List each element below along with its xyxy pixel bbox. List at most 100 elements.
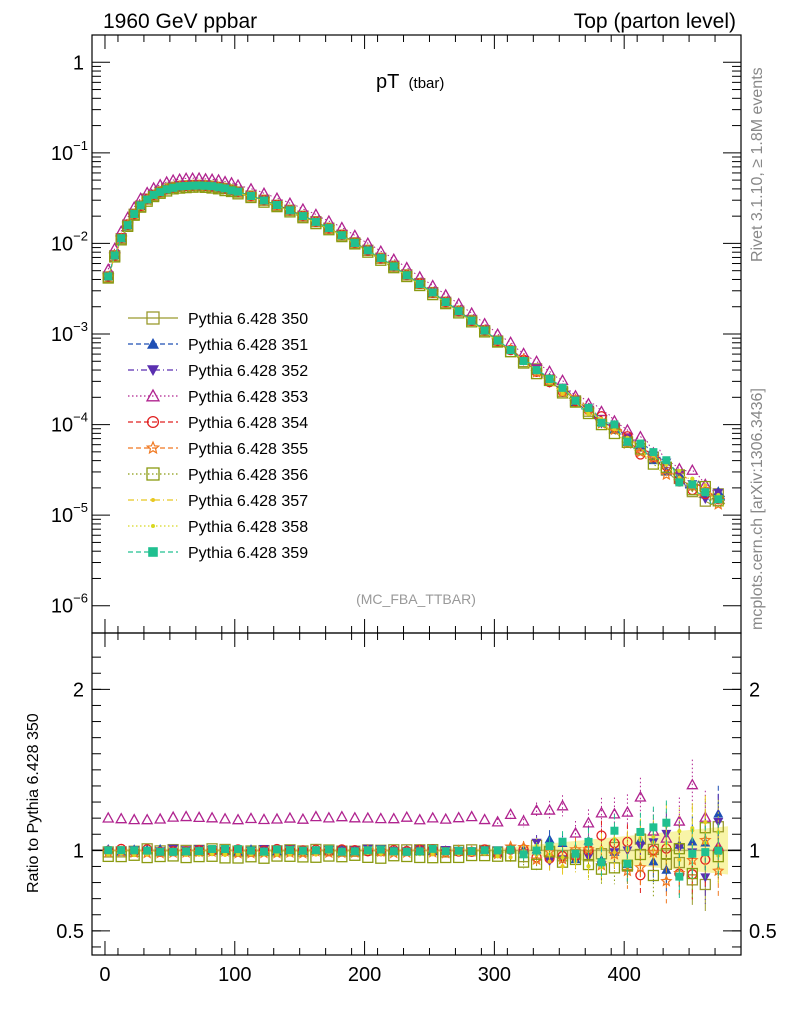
- series-point: [532, 366, 541, 375]
- series-point: [636, 439, 645, 448]
- ratio-point: [556, 799, 569, 811]
- ratio-point: [180, 810, 193, 822]
- ratio-point: [231, 813, 245, 825]
- series-point: [647, 458, 660, 470]
- ratio-point: [259, 847, 268, 856]
- legend-label: Pythia 6.428 350: [188, 311, 308, 328]
- ratio-point: [104, 846, 113, 855]
- ratio-point: [208, 845, 217, 854]
- ratio-tick-label-right: 0.5: [749, 921, 777, 943]
- series-point: [649, 448, 658, 457]
- series-point: [595, 405, 608, 417]
- ratio-point: [675, 872, 684, 881]
- ratio-point: [506, 845, 515, 854]
- ratio-point: [270, 812, 284, 824]
- legend-marker: [146, 467, 160, 481]
- ratio-point: [571, 849, 580, 858]
- ratio-point: [519, 850, 528, 859]
- y-tick-label: 10−3: [51, 319, 88, 346]
- y-tick-base: 10: [51, 415, 73, 437]
- series-point: [259, 196, 268, 205]
- ratio-point: [117, 846, 126, 855]
- ratio-point: [296, 812, 310, 824]
- series-point: [117, 234, 126, 243]
- y-tick-label: 10−5: [51, 500, 88, 527]
- legend-label: Pythia 6.428 358: [188, 519, 308, 536]
- legend-label: Pythia 6.428 351: [188, 337, 308, 354]
- series-point: [571, 396, 580, 405]
- ratio-point: [244, 812, 258, 824]
- series-point: [586, 411, 591, 416]
- ratio-series-9: [104, 800, 723, 901]
- ratio-tick-label: 1: [73, 840, 84, 862]
- ratio-point: [560, 855, 565, 860]
- series-point: [349, 238, 361, 250]
- plot-title-sub: (tbar): [409, 75, 445, 92]
- series-point: [376, 254, 385, 263]
- main-plot-frame: [91, 34, 742, 634]
- ratio-point: [649, 823, 658, 832]
- ratio-point: [686, 778, 699, 790]
- series-point: [441, 298, 450, 307]
- ratio-point: [508, 855, 513, 860]
- series-point: [110, 251, 119, 260]
- ratio-point: [234, 845, 243, 854]
- ratio-point: [218, 812, 232, 824]
- series-point: [480, 326, 489, 335]
- ratio-point: [272, 845, 281, 854]
- series-point: [324, 224, 333, 233]
- series-point: [493, 336, 502, 345]
- ratio-point: [415, 847, 424, 856]
- series-point: [506, 346, 515, 355]
- y-tick-base: 10: [51, 143, 73, 165]
- ratio-point: [504, 808, 517, 820]
- ratio-point: [337, 847, 346, 856]
- ratio-point: [387, 812, 400, 824]
- ratio-point: [690, 826, 695, 831]
- series-point: [701, 488, 710, 497]
- series-point: [272, 200, 281, 209]
- ratio-point: [495, 854, 500, 859]
- side-label-top: Rivet 3.1.10, ≥ 1.8M events: [749, 67, 766, 262]
- ratio-point: [102, 811, 115, 823]
- analysis-label: (MC_FBA_TTBAR): [356, 591, 476, 607]
- ratio-point: [647, 846, 660, 858]
- y-tick-exp: −1: [73, 138, 88, 153]
- ratio-point: [545, 842, 554, 851]
- legend-entry: Pythia 6.428 358: [128, 519, 308, 536]
- series-point: [227, 186, 236, 195]
- x-tick-label: 300: [478, 964, 511, 986]
- ratio-y-axis-label: Ratio to Pythia 6.428 350: [25, 713, 42, 893]
- series-point: [690, 476, 695, 481]
- ratio-point: [348, 811, 361, 823]
- series-9: [104, 181, 725, 506]
- y-tick-label: 10−2: [51, 228, 88, 255]
- series-point: [714, 495, 723, 504]
- y-tick-label: 1: [73, 52, 84, 74]
- series-point: [123, 221, 132, 230]
- ratio-point: [491, 815, 504, 827]
- series-point: [298, 212, 307, 221]
- series-point: [660, 468, 673, 481]
- ratio-point: [128, 813, 141, 825]
- series-point: [389, 262, 398, 271]
- ratio-plot-frame: [91, 632, 742, 956]
- ratio-point: [586, 864, 591, 869]
- legend-entry: Pythia 6.428 350: [128, 311, 308, 328]
- ratio-point: [236, 852, 241, 857]
- ratio-point: [595, 806, 608, 818]
- series-point: [428, 288, 437, 297]
- ratio-point: [467, 847, 476, 856]
- series-point: [104, 272, 113, 281]
- ratio-point: [597, 858, 606, 867]
- legend-marker: [147, 365, 159, 376]
- series-point: [175, 182, 184, 191]
- ratio-point: [623, 859, 632, 868]
- ratio-point: [169, 847, 178, 856]
- legend-marker: [148, 547, 158, 557]
- series-point: [556, 373, 569, 385]
- legend-label: Pythia 6.428 354: [188, 415, 308, 432]
- legend-marker: [145, 440, 161, 455]
- y-tick-base: 10: [51, 596, 73, 618]
- series-point: [467, 316, 476, 325]
